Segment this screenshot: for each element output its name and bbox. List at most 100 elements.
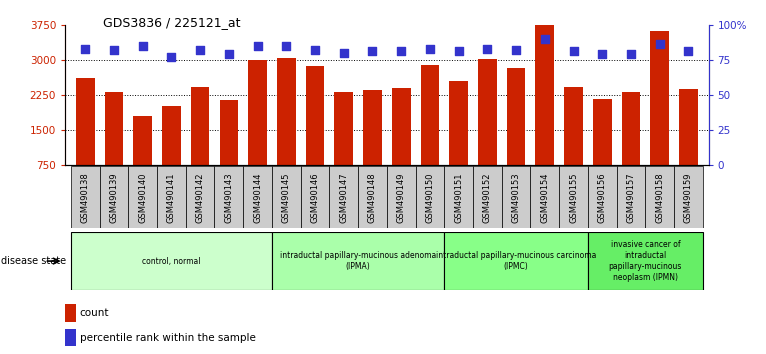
Text: GSM490143: GSM490143 [224, 172, 234, 223]
Bar [277, 58, 296, 165]
Text: GSM490150: GSM490150 [425, 172, 434, 223]
Bar [444, 232, 588, 290]
Bar [244, 166, 272, 228]
Bar [329, 166, 358, 228]
Text: intraductal papillary-mucinous adenoma
(IPMA): intraductal papillary-mucinous adenoma (… [280, 251, 436, 271]
Text: GDS3836 / 225121_at: GDS3836 / 225121_at [103, 16, 241, 29]
Bar [71, 166, 100, 228]
Text: GSM490146: GSM490146 [310, 172, 319, 223]
Bar [71, 232, 272, 290]
Bar [502, 166, 531, 228]
Bar [76, 78, 94, 165]
Point [538, 36, 551, 41]
Point [366, 48, 378, 54]
Bar [507, 68, 525, 165]
Bar [473, 166, 502, 228]
Point [653, 41, 666, 47]
Bar [363, 90, 381, 165]
Point [108, 47, 120, 53]
Bar [416, 166, 444, 228]
Bar [421, 65, 439, 165]
Text: GSM490147: GSM490147 [339, 172, 349, 223]
Bar [105, 92, 123, 165]
Bar [650, 31, 669, 165]
Bar [358, 166, 387, 228]
Text: GSM490154: GSM490154 [540, 172, 549, 223]
Bar [622, 92, 640, 165]
Bar [272, 166, 301, 228]
Point [165, 54, 178, 60]
Point [79, 46, 91, 51]
Bar [535, 9, 554, 165]
Bar [248, 60, 267, 165]
Bar [214, 166, 244, 228]
Bar [588, 166, 617, 228]
Text: GSM490144: GSM490144 [253, 172, 262, 223]
Text: GSM490158: GSM490158 [655, 172, 664, 223]
Point [309, 47, 321, 53]
Point [683, 48, 695, 54]
Bar [593, 99, 611, 165]
Bar [478, 59, 496, 165]
Text: GSM490157: GSM490157 [627, 172, 636, 223]
Point [510, 47, 522, 53]
Bar [65, 329, 76, 347]
Bar [162, 106, 181, 165]
Point [596, 51, 608, 57]
Text: GSM490145: GSM490145 [282, 172, 291, 223]
Bar [679, 88, 698, 165]
Text: GSM490151: GSM490151 [454, 172, 463, 223]
Point [453, 48, 465, 54]
Bar [565, 87, 583, 165]
Bar [300, 166, 329, 228]
Bar [100, 166, 129, 228]
Text: GSM490149: GSM490149 [397, 172, 406, 223]
Text: GSM490139: GSM490139 [110, 172, 119, 223]
Text: control, normal: control, normal [142, 257, 201, 266]
Text: GSM490148: GSM490148 [368, 172, 377, 223]
Text: GSM490152: GSM490152 [483, 172, 492, 223]
Bar [444, 166, 473, 228]
Bar [531, 166, 559, 228]
Point [481, 46, 493, 51]
Bar [645, 166, 674, 228]
Text: GSM490155: GSM490155 [569, 172, 578, 223]
Bar [559, 166, 588, 228]
Bar [306, 66, 324, 165]
Point [338, 50, 350, 56]
Bar [450, 81, 468, 165]
Text: GSM490140: GSM490140 [138, 172, 147, 223]
Text: GSM490138: GSM490138 [80, 172, 90, 223]
Point [280, 43, 293, 48]
Text: GSM490159: GSM490159 [684, 172, 693, 223]
Bar [133, 116, 152, 165]
Bar [617, 166, 645, 228]
Text: GSM490142: GSM490142 [195, 172, 205, 223]
Text: GSM490153: GSM490153 [512, 172, 521, 223]
Bar [387, 166, 416, 228]
Point [424, 46, 436, 51]
Bar [129, 166, 157, 228]
Bar [157, 166, 185, 228]
Text: GSM490141: GSM490141 [167, 172, 176, 223]
Point [251, 43, 264, 48]
Text: invasive cancer of
intraductal
papillary-mucinous
neoplasm (IPMN): invasive cancer of intraductal papillary… [609, 240, 682, 282]
Point [223, 51, 235, 57]
Point [625, 51, 637, 57]
Bar [65, 304, 76, 322]
Bar [588, 232, 703, 290]
Text: count: count [80, 308, 110, 318]
Bar [392, 88, 411, 165]
Text: intraductal papillary-mucinous carcinoma
(IPMC): intraductal papillary-mucinous carcinoma… [436, 251, 596, 271]
Bar [191, 87, 209, 165]
Point [568, 48, 580, 54]
Text: percentile rank within the sample: percentile rank within the sample [80, 333, 256, 343]
Point [136, 43, 149, 48]
Point [194, 47, 206, 53]
Bar [674, 166, 703, 228]
Bar [272, 232, 444, 290]
Text: GSM490156: GSM490156 [597, 172, 607, 223]
Bar [220, 100, 238, 165]
Bar [335, 92, 353, 165]
Text: disease state: disease state [1, 256, 66, 266]
